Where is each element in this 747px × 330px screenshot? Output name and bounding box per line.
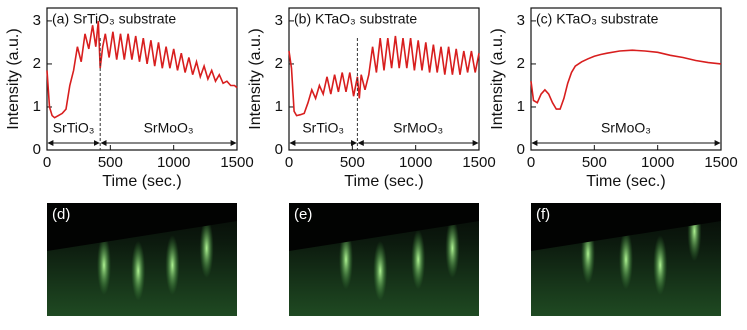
phase-label: SrMoO₃ bbox=[393, 120, 443, 136]
shadow-edge bbox=[47, 203, 237, 251]
y-tick-label: 2 bbox=[517, 55, 525, 72]
diffraction-streak bbox=[445, 218, 460, 279]
y-tick-label: 3 bbox=[33, 12, 41, 29]
x-tick-label: 0 bbox=[527, 154, 535, 171]
panel-label: (d) bbox=[52, 206, 70, 223]
plot-frame bbox=[530, 7, 722, 151]
chart-title: (c) KTaO₃ substrate bbox=[536, 11, 659, 27]
chart-title: (a) SrTiO₃ substrate bbox=[52, 11, 176, 27]
y-tick-label: 3 bbox=[275, 12, 283, 29]
x-axis-label: Time (sec.) bbox=[344, 173, 423, 190]
diffraction-streak bbox=[165, 235, 180, 296]
y-tick-label: 2 bbox=[275, 55, 283, 72]
shadow-edge bbox=[289, 203, 479, 251]
diffraction-streak bbox=[373, 240, 388, 301]
chart-title: (b) KTaO₃ substrate bbox=[294, 11, 417, 27]
y-axis-label: Intensity (a.u.) bbox=[5, 28, 22, 129]
diffraction-streak bbox=[339, 229, 353, 290]
x-tick-label: 1000 bbox=[641, 154, 674, 171]
rheed-image: (f) bbox=[531, 201, 721, 316]
x-tick-label: 500 bbox=[582, 154, 607, 171]
x-tick-label: 1500 bbox=[462, 154, 495, 171]
y-tick-label: 1 bbox=[517, 98, 525, 115]
diffraction-streak bbox=[411, 229, 426, 290]
phase-label: SrMoO₃ bbox=[601, 120, 651, 136]
diffraction-streak bbox=[653, 235, 668, 296]
y-axis-label: Intensity (a.u.) bbox=[489, 28, 506, 129]
x-tick-label: 1500 bbox=[704, 154, 737, 171]
phase-label: SrMoO₃ bbox=[144, 120, 194, 136]
x-tick-label: 500 bbox=[98, 154, 123, 171]
shadow-edge bbox=[531, 203, 721, 251]
y-tick-label: 0 bbox=[33, 141, 41, 158]
y-tick-label: 2 bbox=[33, 55, 41, 72]
x-tick-label: 0 bbox=[285, 154, 293, 171]
rheed-image: (e) bbox=[289, 203, 479, 316]
x-tick-label: 1500 bbox=[220, 154, 253, 171]
rheed-image: (d) bbox=[47, 203, 237, 316]
phase-label: SrTiO₃ bbox=[302, 120, 344, 136]
diffraction-streak bbox=[619, 229, 633, 290]
plot-frame bbox=[288, 7, 480, 151]
y-tick-label: 0 bbox=[517, 141, 525, 158]
diffraction-streak bbox=[199, 218, 214, 279]
y-tick-label: 3 bbox=[517, 12, 525, 29]
data-line bbox=[288, 35, 480, 117]
y-axis-label: Intensity (a.u.) bbox=[247, 28, 264, 129]
panel-label: (f) bbox=[536, 206, 550, 223]
panel-label: (e) bbox=[294, 206, 312, 223]
diffraction-streak bbox=[131, 240, 146, 301]
diffraction-streak bbox=[97, 235, 111, 296]
x-axis-label: Time (sec.) bbox=[586, 173, 665, 190]
x-tick-label: 1000 bbox=[157, 154, 190, 171]
x-tick-label: 0 bbox=[43, 154, 51, 171]
x-axis-label: Time (sec.) bbox=[102, 173, 181, 190]
y-tick-label: 1 bbox=[33, 98, 41, 115]
data-line bbox=[530, 49, 722, 110]
y-tick-label: 1 bbox=[275, 98, 283, 115]
y-tick-label: 0 bbox=[275, 141, 283, 158]
data-line bbox=[46, 20, 238, 119]
phase-label: SrTiO₃ bbox=[53, 120, 95, 136]
x-tick-label: 500 bbox=[340, 154, 365, 171]
x-tick-label: 1000 bbox=[399, 154, 432, 171]
